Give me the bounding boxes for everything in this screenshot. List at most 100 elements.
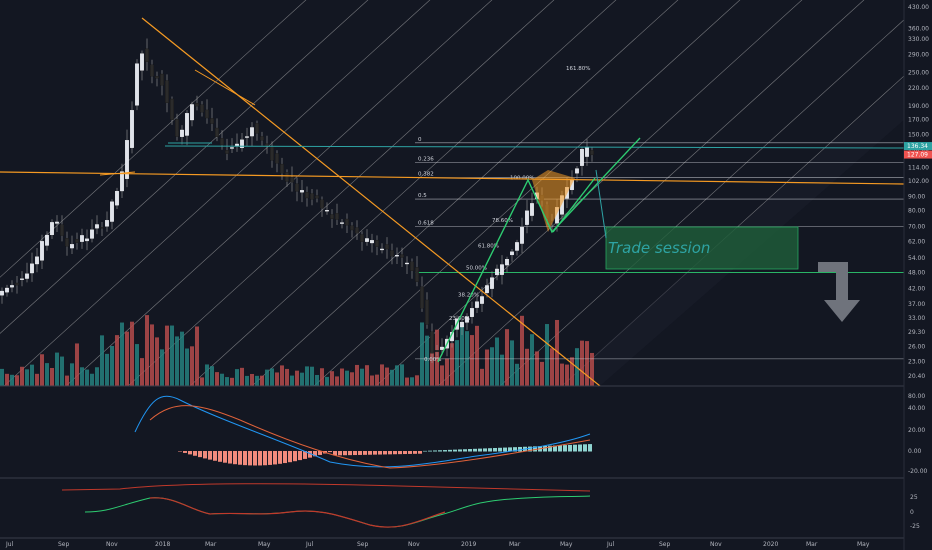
macd-hist-down	[253, 451, 257, 466]
candle-up	[70, 244, 74, 249]
candle-down	[60, 224, 64, 236]
volume-bar	[525, 348, 529, 386]
candle-down	[260, 136, 264, 141]
candlesticks	[0, 38, 594, 363]
volume-bar	[365, 365, 369, 386]
chart-drawings	[0, 17, 905, 387]
macd-hist-up	[468, 449, 472, 452]
candle-up	[95, 224, 99, 229]
projection-arrows	[437, 137, 641, 363]
candle-down	[290, 177, 294, 183]
volume-bar	[505, 329, 509, 386]
macd-hist-down	[353, 451, 357, 456]
trade-session-box	[605, 226, 799, 270]
candle-up	[120, 171, 124, 192]
volume-bar	[0, 368, 4, 386]
candle-down	[75, 238, 79, 243]
volume-bar	[55, 352, 59, 386]
volume-bar	[420, 322, 424, 386]
price-tick-label: 330.00	[908, 36, 929, 43]
candle-up	[580, 149, 584, 166]
candle-up	[0, 290, 4, 296]
macd-hist-down	[183, 451, 187, 453]
candle-down	[100, 227, 104, 229]
fan-line	[375, 0, 803, 387]
volume-bar	[230, 377, 234, 386]
volume-bar	[510, 340, 514, 386]
candle-up	[125, 140, 129, 179]
fib-extension-label: 50.00%	[466, 265, 487, 271]
price-tick-label: 290.00	[908, 52, 929, 59]
candle-down	[165, 80, 169, 103]
volume-bar	[385, 367, 389, 386]
candle-down	[280, 163, 284, 174]
candle-up	[230, 147, 234, 149]
candle-up	[505, 259, 509, 266]
volume-bar	[490, 347, 494, 386]
price-tick-label: 54.00	[908, 255, 925, 262]
volume-bar	[535, 351, 539, 386]
candle-up	[25, 273, 29, 279]
volume-bar	[115, 335, 119, 386]
volume-bar	[225, 377, 229, 386]
price-tick-label: 170.00	[908, 116, 929, 123]
macd-hist-up	[443, 450, 447, 452]
time-axis[interactable]: Jul Sep Nov 2018 Mar May Jul Sep Nov 2019 Mar May Ju…	[5, 541, 870, 548]
volume-bar	[580, 340, 584, 386]
volume-bar	[475, 325, 479, 386]
macd-hist-down	[278, 451, 282, 464]
volume-bar	[60, 356, 64, 386]
candle-down	[375, 239, 379, 247]
volume-bar	[5, 373, 9, 386]
macd-hist-down	[293, 451, 297, 462]
time-tick-label: Mar	[509, 541, 521, 548]
macd-hist-down	[363, 451, 367, 455]
candle-down	[175, 119, 179, 137]
candle-up	[185, 113, 189, 136]
volume-bar	[390, 369, 394, 386]
volume-bar	[335, 376, 339, 386]
oscillator-tick-label: -25	[910, 523, 920, 530]
macd-hist-down	[313, 451, 317, 457]
volume-bar	[325, 376, 329, 386]
volume-bar	[100, 335, 104, 386]
volume-bar	[200, 377, 204, 386]
price-tick-label: 220.00	[908, 85, 929, 92]
candle-up	[90, 229, 94, 239]
candle-down	[590, 150, 594, 156]
candle-up	[500, 264, 504, 275]
macd-hist-down	[403, 451, 407, 455]
volume-bar	[305, 366, 309, 386]
macd-hist-down	[273, 451, 277, 465]
volume-bar	[215, 372, 219, 386]
fib-level-label: 0	[418, 137, 422, 143]
candle-up	[135, 63, 139, 106]
volume-bar	[20, 366, 24, 386]
candle-down	[430, 331, 434, 354]
price-tick-label: 62.00	[908, 238, 925, 245]
macd-hist-up	[498, 447, 502, 452]
fan-line	[0, 0, 369, 334]
price-tick-label: 70.00	[908, 224, 925, 231]
candle-down	[400, 254, 404, 258]
candle-up	[105, 220, 109, 227]
candle-up	[515, 242, 519, 251]
macd-hist-down	[408, 451, 412, 454]
candle-up	[395, 255, 399, 257]
macd-hist-down	[203, 451, 207, 459]
candle-down	[225, 150, 229, 154]
oscillator-green-line	[84, 495, 591, 528]
price-axis[interactable]	[904, 0, 932, 550]
time-tick-label: Nov	[710, 541, 722, 548]
macd-hist-down	[188, 451, 192, 455]
volume-bar	[30, 364, 34, 386]
volume-bar	[405, 377, 409, 386]
macd-tick-label: -20.00	[908, 468, 928, 475]
candle-up	[585, 147, 589, 157]
candle-up	[465, 316, 469, 323]
volume-bar	[190, 346, 194, 386]
volume-bar	[10, 374, 14, 386]
projection-arrow	[552, 177, 596, 233]
volume-bar	[260, 375, 264, 386]
